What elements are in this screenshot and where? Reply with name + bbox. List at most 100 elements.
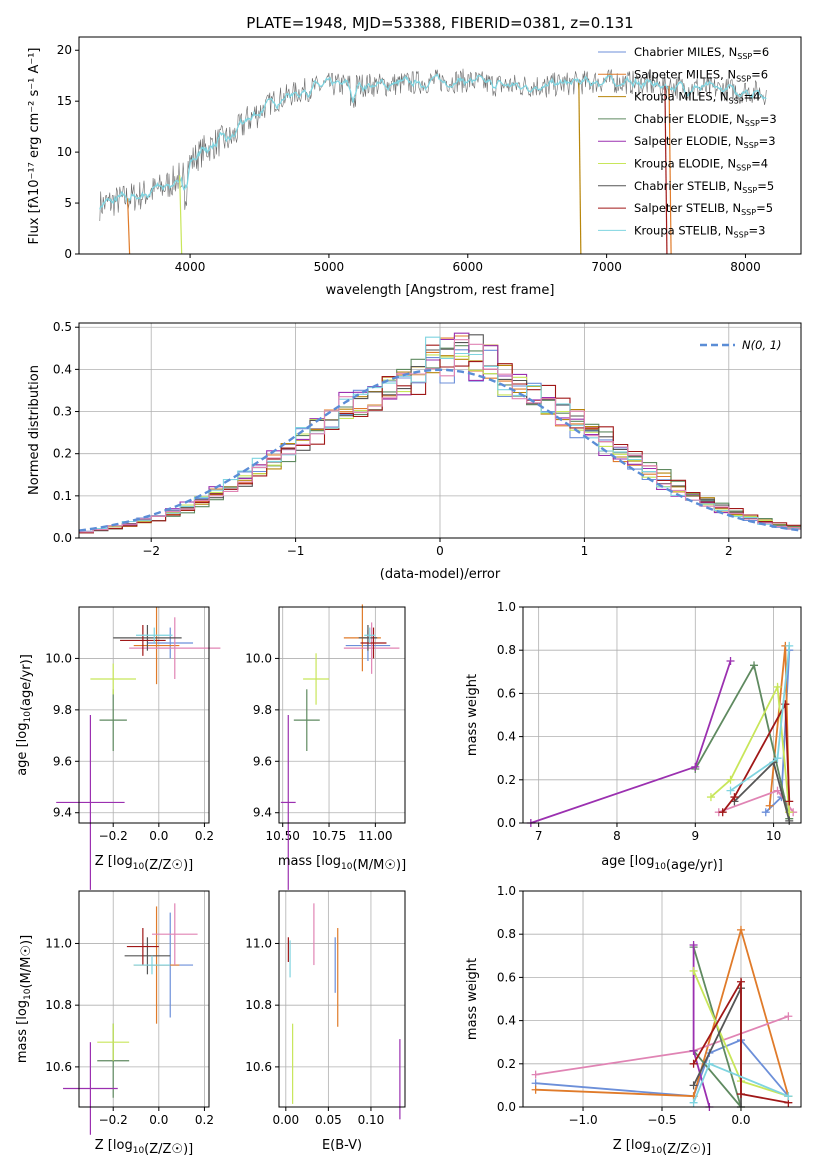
x-tick-label: 0.2 — [195, 829, 214, 843]
weight-line-salpeter_stelib — [721, 700, 791, 813]
y-tick-label: 11.0 — [45, 936, 72, 950]
y-tick-label: 9.4 — [53, 806, 72, 820]
y-tick-label: 9.8 — [53, 703, 72, 717]
model-edge-line — [668, 86, 672, 254]
weight-marker — [736, 1090, 745, 1099]
y-tick-label: 0 — [64, 247, 72, 261]
panel-2: −0.2 0.0 0.2 9.4 9.6 9.8 10.0 Z [log10(Z/Z☉)] ag… — [15, 606, 221, 890]
x-tick-label: 6000 — [452, 260, 483, 274]
weight-marker — [736, 977, 745, 986]
weight-marker — [706, 793, 715, 802]
y-tick-label: 0.0 — [53, 531, 72, 545]
x-tick-label: 0.2 — [195, 1113, 214, 1127]
x-tick-label: 7 — [535, 829, 543, 843]
y-tick-label: 0.0 — [497, 1100, 516, 1114]
x-tick-label: 4000 — [175, 260, 206, 274]
legend-entry: Kroupa ELODIE, NSSP=4 — [634, 157, 768, 173]
y-tick-label: 15 — [57, 94, 72, 108]
panel-6: 0.00 0.05 0.10 10.6 10.8 11.0 E(B-V) — [245, 890, 406, 1153]
y-tick-label: 11.0 — [245, 936, 272, 950]
x-tick-label: 5000 — [314, 260, 345, 274]
weight-line-salpeter_stelib — [692, 978, 789, 1104]
y-tick-label: 10.8 — [245, 998, 272, 1012]
x-axis-label: Z [log10(Z/Z☉)] — [613, 1138, 711, 1157]
y-tick-label: 0.6 — [497, 970, 516, 984]
x-tick-label: 0.10 — [358, 1113, 385, 1127]
y-tick-label: 5 — [64, 196, 72, 210]
weight-marker — [689, 941, 698, 949]
weight-marker — [691, 762, 700, 771]
axes-frame — [278, 606, 406, 824]
panel-0: 4000 5000 6000 7000 8000 0 5 10 15 20 wavelength [… — [27, 36, 802, 298]
panel-4: 7 8 9 10 0.0 0.2 0.4 0.6 0.8 1.0 age [log10(age/yr… — [465, 600, 802, 873]
y-tick-label: 10.8 — [45, 998, 72, 1012]
y-tick-label: 9.6 — [53, 754, 72, 768]
x-axis-label: wavelength [Angstrom, rest frame] — [326, 283, 555, 298]
axes-frame — [78, 890, 210, 1108]
model-spectrum — [99, 72, 767, 210]
weight-marker — [718, 808, 727, 817]
x-tick-label: 10.75 — [312, 829, 346, 843]
y-tick-label: 0.2 — [53, 447, 72, 461]
x-axis-label: Z [log10(Z/Z☉)] — [95, 1138, 193, 1157]
x-tick-label: 0.05 — [315, 1113, 342, 1127]
histogram-pink — [79, 339, 801, 533]
legend-entry: Chabrier STELIB, NSSP=5 — [634, 179, 774, 195]
weight-marker — [726, 657, 735, 665]
weight-marker — [773, 682, 782, 691]
x-tick-label: 9 — [691, 829, 699, 843]
legend-entry: Kroupa STELIB, NSSP=3 — [634, 223, 765, 239]
x-tick-label: 0.0 — [149, 829, 168, 843]
weight-marker — [736, 925, 745, 934]
legend: Chabrier MILES, NSSP=6 Salpeter MILES, NS… — [598, 45, 777, 239]
weight-marker — [689, 1059, 698, 1068]
axes-frame — [522, 890, 802, 1108]
y-tick-label: 0.6 — [497, 686, 516, 700]
legend-entry: Kroupa MILES, NSSP=4 — [634, 90, 760, 106]
y-tick-label: 10.6 — [45, 1060, 72, 1074]
axes-frame — [278, 890, 406, 1108]
y-axis-label: Flux [fλ10⁻¹⁷ erg cm⁻² s⁻¹ A⁻¹] — [27, 48, 42, 245]
model-edge-line — [578, 82, 582, 254]
y-tick-label: 10.0 — [245, 651, 272, 665]
panel-5: −0.2 0.0 0.2 10.6 10.8 11.0 Z [log10(Z/Z☉)] mas… — [15, 890, 214, 1157]
weight-marker — [705, 1059, 714, 1068]
x-tick-label: −0.5 — [647, 1113, 676, 1127]
y-tick-label: 0.2 — [497, 773, 516, 787]
histograms — [79, 332, 801, 534]
legend-entry: Salpeter STELIB, NSSP=5 — [634, 201, 773, 217]
y-tick-label: 10 — [57, 145, 72, 159]
x-tick-label: −0.2 — [99, 1113, 128, 1127]
weight-marker — [726, 786, 735, 795]
weight-marker — [689, 1046, 698, 1055]
x-tick-label: 8 — [613, 829, 621, 843]
weight-line-kroupa_elodie — [710, 683, 791, 813]
axes-frame — [522, 606, 802, 824]
weight-marker — [773, 786, 782, 795]
legend-entry: Chabrier ELODIE, NSSP=3 — [634, 112, 777, 128]
y-axis-label: mass weight — [465, 674, 480, 756]
y-tick-label: 20 — [57, 43, 72, 57]
x-tick-label: −0.2 — [99, 829, 128, 843]
weight-marker — [784, 1092, 793, 1101]
model-edge-line — [126, 198, 131, 254]
y-tick-label: 0.2 — [497, 1057, 516, 1071]
y-tick-label: 0.8 — [497, 643, 516, 657]
x-tick-label: 1 — [581, 544, 589, 558]
x-tick-label: −2 — [142, 544, 160, 558]
x-tick-label: 0.0 — [731, 1113, 750, 1127]
legend-entry: Salpeter ELODIE, NSSP=3 — [634, 134, 776, 150]
y-tick-label: 0.0 — [497, 816, 516, 830]
y-tick-label: 0.8 — [497, 927, 516, 941]
y-tick-label: 1.0 — [497, 600, 516, 614]
y-tick-label: 0.5 — [53, 320, 72, 334]
x-tick-label: −1.0 — [568, 1113, 597, 1127]
y-tick-label: 10.6 — [245, 1060, 272, 1074]
x-tick-label: 11.00 — [358, 829, 392, 843]
x-tick-label: 10 — [766, 829, 781, 843]
y-axis-label: mass weight — [465, 958, 480, 1040]
x-tick-label: 0 — [436, 544, 444, 558]
weight-marker — [689, 1081, 698, 1090]
weight-marker — [761, 808, 770, 817]
y-tick-label: 0.4 — [53, 362, 72, 376]
